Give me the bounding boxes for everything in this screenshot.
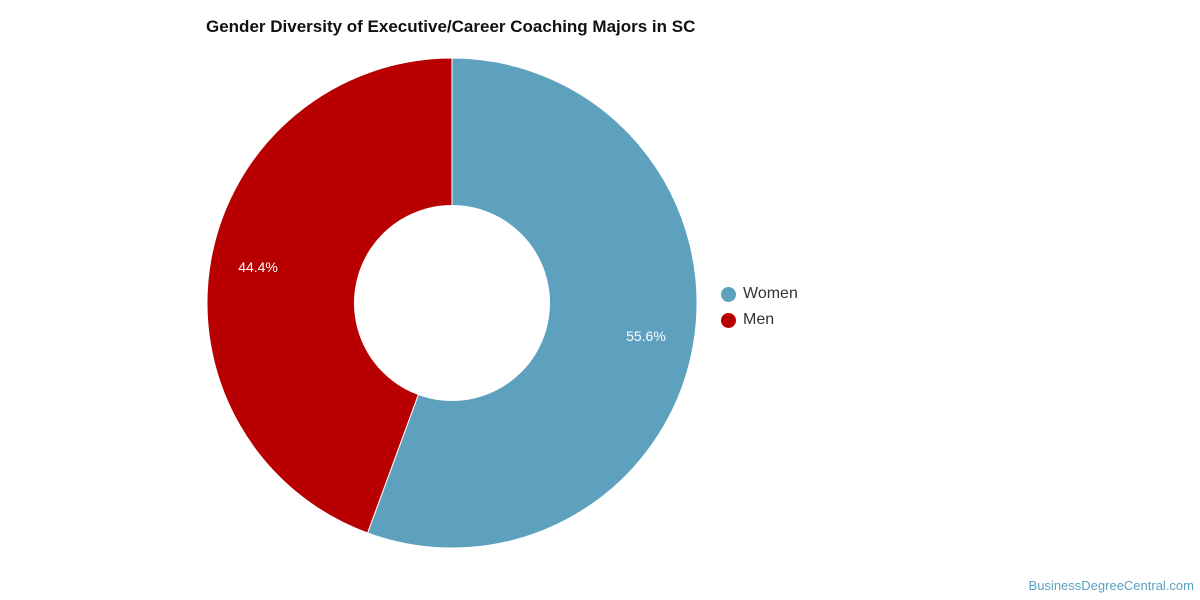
slice-men[interactable] [206, 57, 453, 534]
legend-label-men: Men [743, 311, 775, 328]
chart-title: Gender Diversity of Executive/Career Coa… [206, 17, 696, 36]
source-credit[interactable]: BusinessDegreeCentral.com [1028, 578, 1194, 593]
legend-swatch-men [721, 312, 736, 328]
legend-label-women: Women [743, 285, 798, 302]
slice-label-men: 44.4% [238, 259, 278, 275]
legend-item-women[interactable]: Women [721, 281, 798, 307]
chart-legend: Women Men [721, 281, 798, 333]
slice-label-women: 55.6% [626, 328, 666, 344]
legend-swatch-women [721, 286, 736, 302]
legend-item-men[interactable]: Men [721, 307, 798, 333]
donut-hole [354, 205, 550, 401]
